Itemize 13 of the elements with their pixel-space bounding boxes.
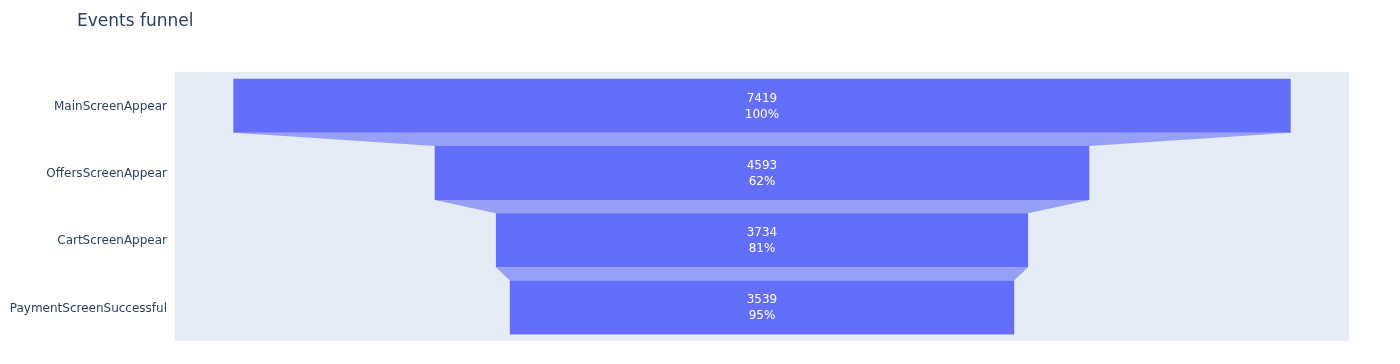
text: 81% <box>748 241 776 256</box>
text: 95% <box>748 308 776 323</box>
data-label: 3734 <box>746 225 778 240</box>
category-label: CartScreenAppear <box>57 233 168 248</box>
category-label: PaymentScreenSuccessful <box>9 300 167 315</box>
text: Events funnel <box>77 10 194 30</box>
category-label: OffersScreenAppear <box>46 166 168 181</box>
text: 62% <box>748 173 776 188</box>
data-label: 3539 <box>746 292 778 307</box>
data-label: 7419 <box>746 90 778 105</box>
text: 100% <box>744 106 780 121</box>
category-label: MainScreenAppear <box>53 98 168 113</box>
data-label: 4593 <box>746 157 778 172</box>
